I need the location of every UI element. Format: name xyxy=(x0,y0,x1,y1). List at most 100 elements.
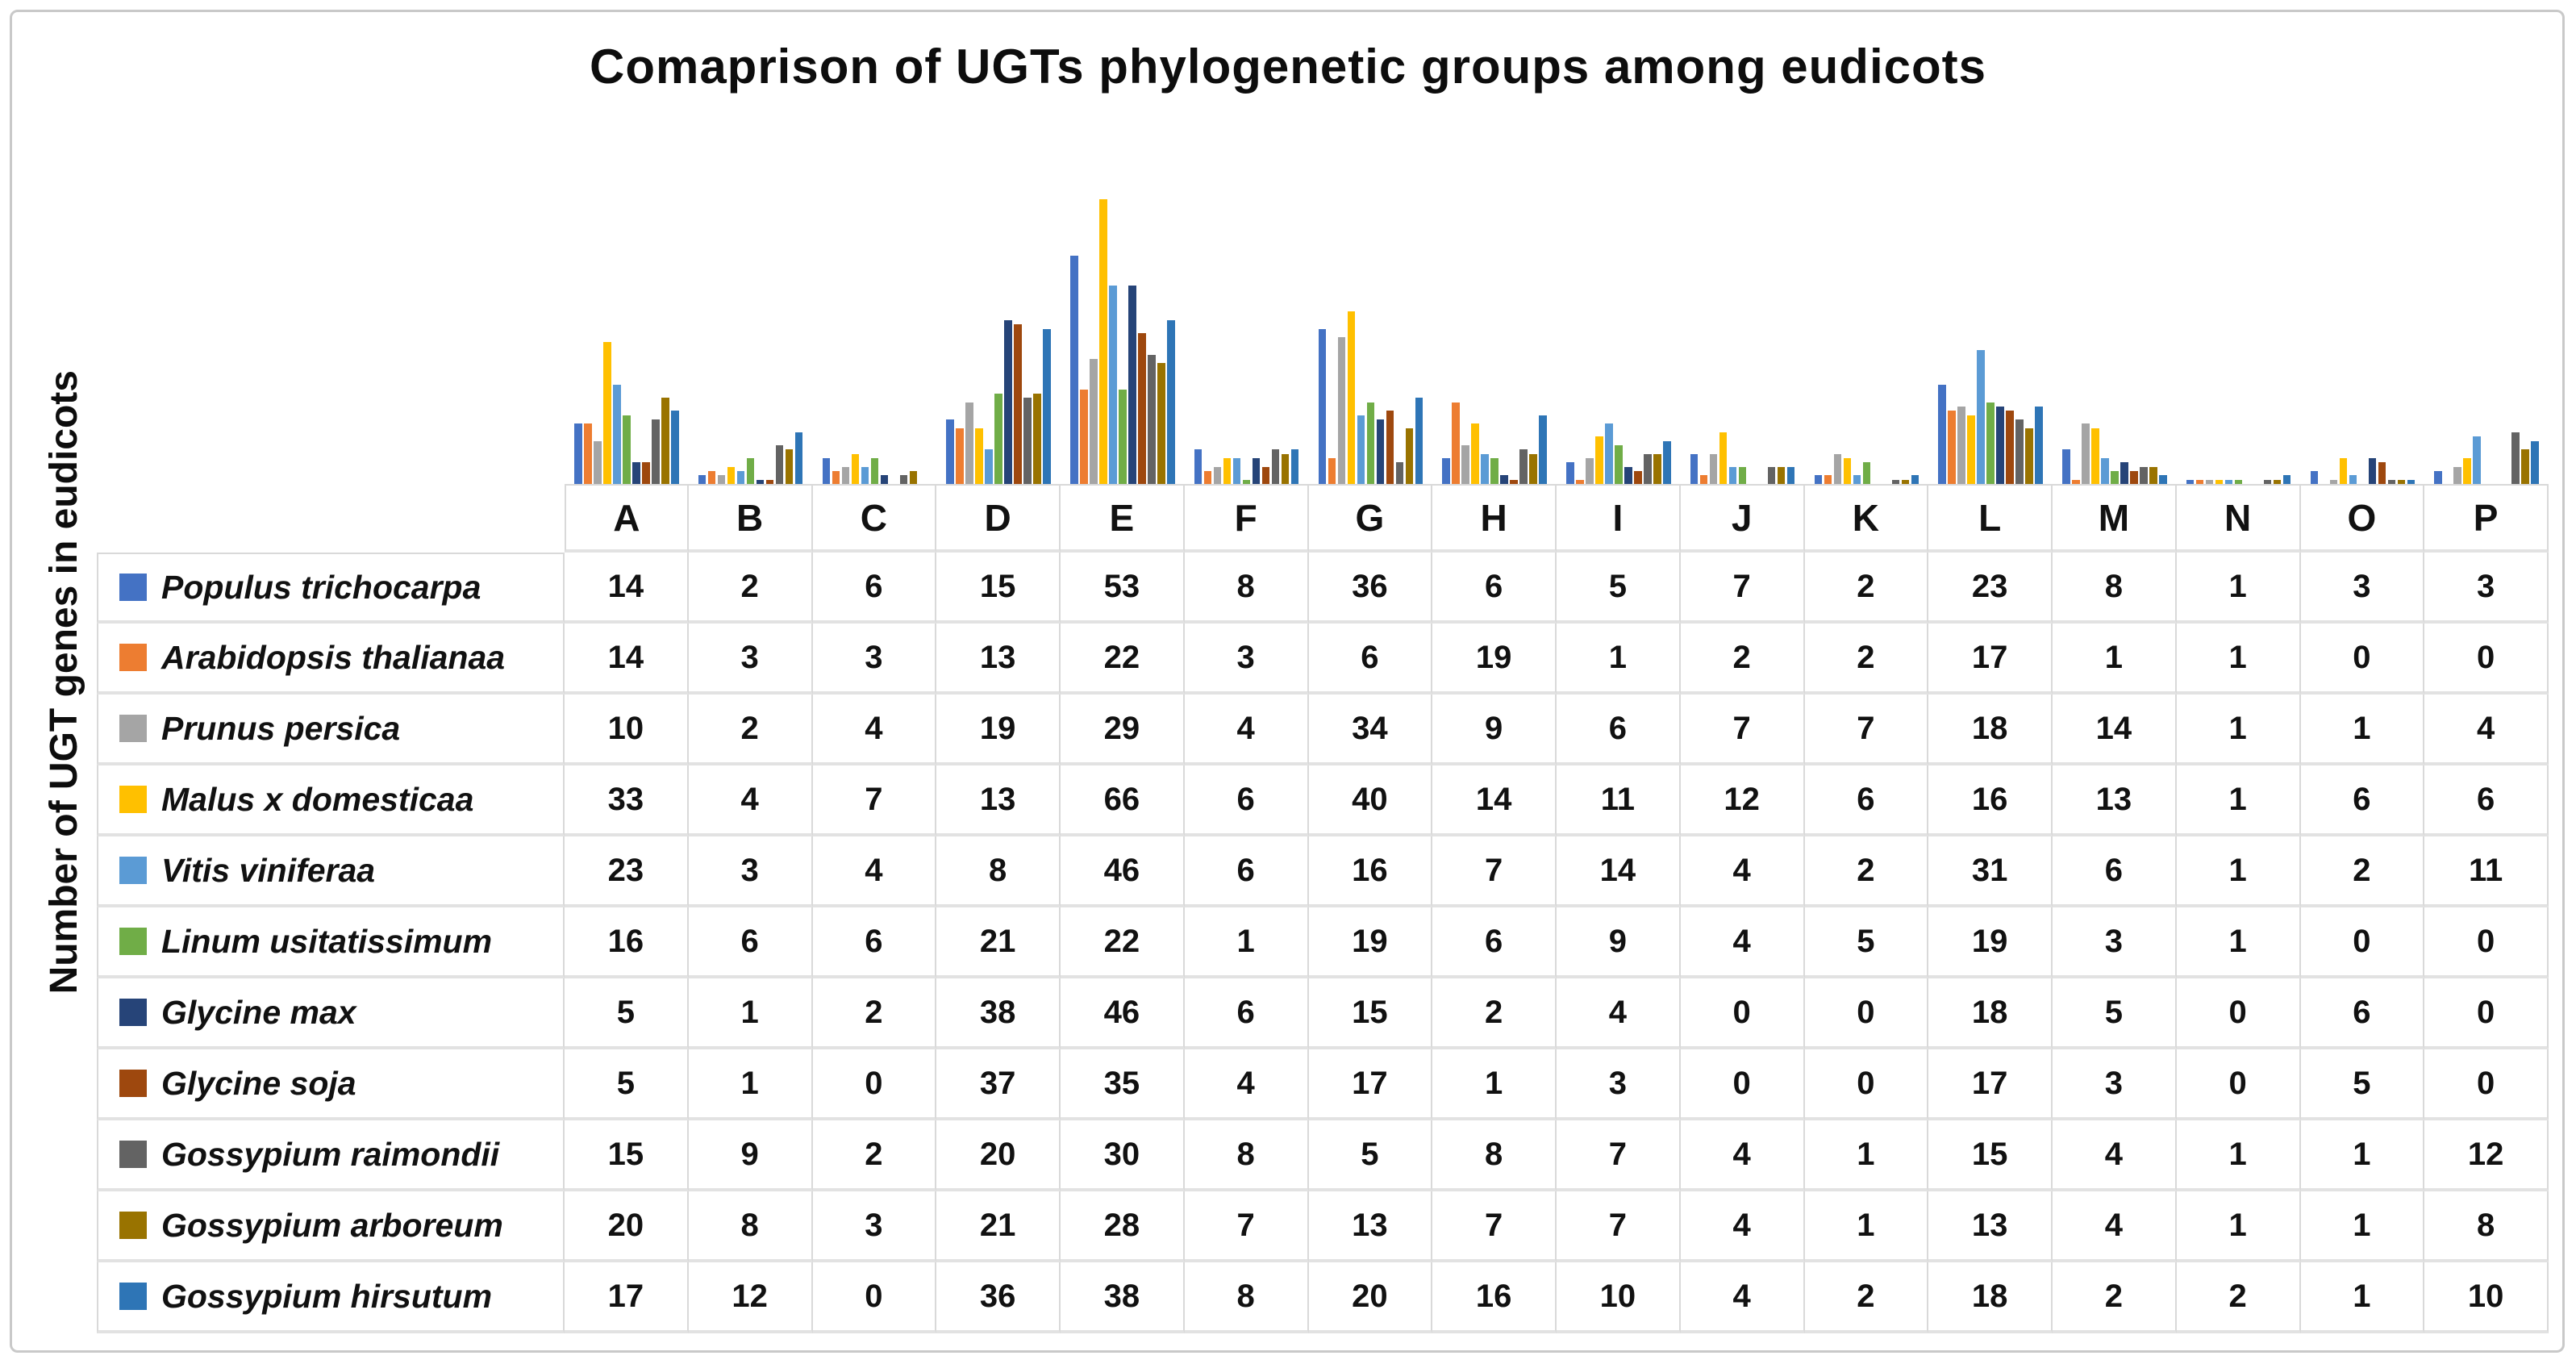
value-cell-B-glycine-soja: 1 xyxy=(688,1049,813,1120)
value-cell-H-gossypium-arboreum: 7 xyxy=(1432,1191,1557,1262)
bar-G-gossypium-raimondii xyxy=(1395,462,1404,484)
value-cell-M-gossypium-arboreum: 4 xyxy=(2053,1191,2177,1262)
bar-L-malus-x-domesticaa xyxy=(1967,415,1975,484)
bar-group-I xyxy=(1557,182,1681,484)
value-cell-M-glycine-soja: 3 xyxy=(2053,1049,2177,1120)
bar-C-arabidopsis-thalianaa xyxy=(832,471,840,484)
bar-M-gossypium-hirsutum xyxy=(2159,475,2167,484)
value-cell-C-malus-x-domesticaa: 7 xyxy=(812,765,937,836)
bar-D-gossypium-hirsutum xyxy=(1043,328,1051,484)
value-cell-M-vitis-viniferaa: 6 xyxy=(2053,836,2177,907)
bar-A-linum-usitatissimum xyxy=(623,415,631,484)
y-axis-label: Number of UGT genes in eudicots xyxy=(42,369,85,995)
value-cell-P-glycine-soja: 0 xyxy=(2424,1049,2549,1120)
bar-D-populus-trichocarpa xyxy=(946,419,954,484)
series-row-label-glycine-soja: Glycine soja xyxy=(97,1049,565,1120)
value-cell-N-malus-x-domesticaa: 1 xyxy=(2176,765,2301,836)
bar-L-vitis-viniferaa xyxy=(1977,350,1985,484)
bar-L-linum-usitatissimum xyxy=(1986,402,1995,484)
bar-group-L xyxy=(1928,182,2053,484)
value-cell-O-populus-trichocarpa: 3 xyxy=(2300,553,2425,624)
value-cell-M-prunus-persica: 14 xyxy=(2053,695,2177,765)
value-cell-N-glycine-max: 0 xyxy=(2176,978,2301,1049)
bar-C-populus-trichocarpa xyxy=(822,457,831,484)
bar-J-arabidopsis-thalianaa xyxy=(1699,475,1708,484)
value-cell-N-vitis-viniferaa: 1 xyxy=(2176,836,2301,907)
value-cell-K-gossypium-arboreum: 1 xyxy=(1804,1191,1929,1262)
bar-A-arabidopsis-thalianaa xyxy=(584,423,592,484)
bar-A-vitis-viniferaa xyxy=(613,385,621,484)
bar-K-malus-x-domesticaa xyxy=(1843,457,1852,484)
value-cell-J-glycine-soja: 0 xyxy=(1680,1049,1805,1120)
value-cell-A-malus-x-domesticaa: 33 xyxy=(565,765,689,836)
value-cell-F-vitis-viniferaa: 6 xyxy=(1184,836,1309,907)
bar-P-gossypium-arboreum xyxy=(2521,449,2529,484)
value-cell-B-gossypium-arboreum: 8 xyxy=(688,1191,813,1262)
legend-swatch-glycine-soja xyxy=(119,1070,147,1097)
value-cell-K-prunus-persica: 7 xyxy=(1804,695,1929,765)
value-cell-I-populus-trichocarpa: 5 xyxy=(1557,553,1681,624)
bar-N-vitis-viniferaa xyxy=(2224,479,2233,484)
value-cell-N-gossypium-hirsutum: 2 xyxy=(2176,1262,2301,1333)
value-cell-O-glycine-soja: 5 xyxy=(2300,1049,2425,1120)
value-cell-E-malus-x-domesticaa: 66 xyxy=(1061,765,1185,836)
column-header-D: D xyxy=(936,484,1061,553)
value-cell-A-gossypium-arboreum: 20 xyxy=(565,1191,689,1262)
value-cell-J-vitis-viniferaa: 4 xyxy=(1680,836,1805,907)
bar-L-populus-trichocarpa xyxy=(1938,385,1946,484)
value-cell-D-arabidopsis-thalianaa: 13 xyxy=(936,624,1061,695)
bar-C-malus-x-domesticaa xyxy=(851,453,860,484)
column-header-H: H xyxy=(1432,484,1557,553)
value-cell-C-prunus-persica: 4 xyxy=(812,695,937,765)
bar-M-populus-trichocarpa xyxy=(2062,449,2070,484)
bar-O-populus-trichocarpa xyxy=(2310,471,2319,484)
bar-M-arabidopsis-thalianaa xyxy=(2072,479,2080,484)
value-cell-F-malus-x-domesticaa: 6 xyxy=(1184,765,1309,836)
value-cell-I-gossypium-hirsutum: 10 xyxy=(1557,1262,1681,1333)
bar-C-prunus-persica xyxy=(841,466,850,484)
bar-H-gossypium-hirsutum xyxy=(1539,415,1547,484)
bar-F-malus-x-domesticaa xyxy=(1223,457,1232,484)
value-cell-E-gossypium-raimondii: 30 xyxy=(1061,1120,1185,1191)
value-cell-H-arabidopsis-thalianaa: 19 xyxy=(1432,624,1557,695)
bar-I-linum-usitatissimum xyxy=(1615,444,1623,484)
series-row-label-gossypium-hirsutum: Gossypium hirsutum xyxy=(97,1262,565,1333)
bar-N-linum-usitatissimum xyxy=(2234,479,2243,484)
bar-group-M xyxy=(2053,182,2177,484)
bar-A-gossypium-arboreum xyxy=(661,398,669,484)
bar-I-gossypium-arboreum xyxy=(1653,453,1661,484)
value-cell-A-gossypium-raimondii: 15 xyxy=(565,1120,689,1191)
value-cell-K-gossypium-hirsutum: 2 xyxy=(1804,1262,1929,1333)
value-cell-O-arabidopsis-thalianaa: 0 xyxy=(2300,624,2425,695)
value-cell-J-populus-trichocarpa: 7 xyxy=(1680,553,1805,624)
value-cell-F-populus-trichocarpa: 8 xyxy=(1184,553,1309,624)
series-name: Vitis viniferaa xyxy=(161,851,376,889)
value-cell-D-malus-x-domesticaa: 13 xyxy=(936,765,1061,836)
value-cell-H-vitis-viniferaa: 7 xyxy=(1432,836,1557,907)
bar-K-gossypium-arboreum xyxy=(1901,479,1910,484)
bar-K-vitis-viniferaa xyxy=(1853,475,1861,484)
column-header-M: M xyxy=(2053,484,2177,553)
series-name: Malus x domesticaa xyxy=(161,780,474,818)
value-cell-I-vitis-viniferaa: 14 xyxy=(1557,836,1681,907)
value-cell-M-populus-trichocarpa: 8 xyxy=(2053,553,2177,624)
bar-D-vitis-viniferaa xyxy=(985,449,993,484)
column-header-K: K xyxy=(1804,484,1929,553)
value-cell-G-gossypium-hirsutum: 20 xyxy=(1308,1262,1433,1333)
value-cell-G-gossypium-raimondii: 5 xyxy=(1308,1120,1433,1191)
value-cell-C-gossypium-hirsutum: 0 xyxy=(812,1262,937,1333)
value-cell-C-gossypium-arboreum: 3 xyxy=(812,1191,937,1262)
bar-chart xyxy=(565,182,2549,484)
bar-L-gossypium-arboreum xyxy=(2025,428,2033,484)
column-header-B: B xyxy=(688,484,813,553)
legend-swatch-gossypium-arboreum xyxy=(119,1212,147,1239)
value-cell-K-glycine-soja: 0 xyxy=(1804,1049,1929,1120)
legend-swatch-gossypium-raimondii xyxy=(119,1141,147,1168)
series-name: Linum usitatissimum xyxy=(161,922,493,960)
bar-group-O xyxy=(2301,182,2425,484)
value-cell-E-linum-usitatissimum: 22 xyxy=(1061,907,1185,978)
bar-C-vitis-viniferaa xyxy=(861,466,869,484)
value-cell-G-arabidopsis-thalianaa: 6 xyxy=(1308,624,1433,695)
value-cell-H-prunus-persica: 9 xyxy=(1432,695,1557,765)
bar-G-gossypium-hirsutum xyxy=(1415,398,1423,484)
